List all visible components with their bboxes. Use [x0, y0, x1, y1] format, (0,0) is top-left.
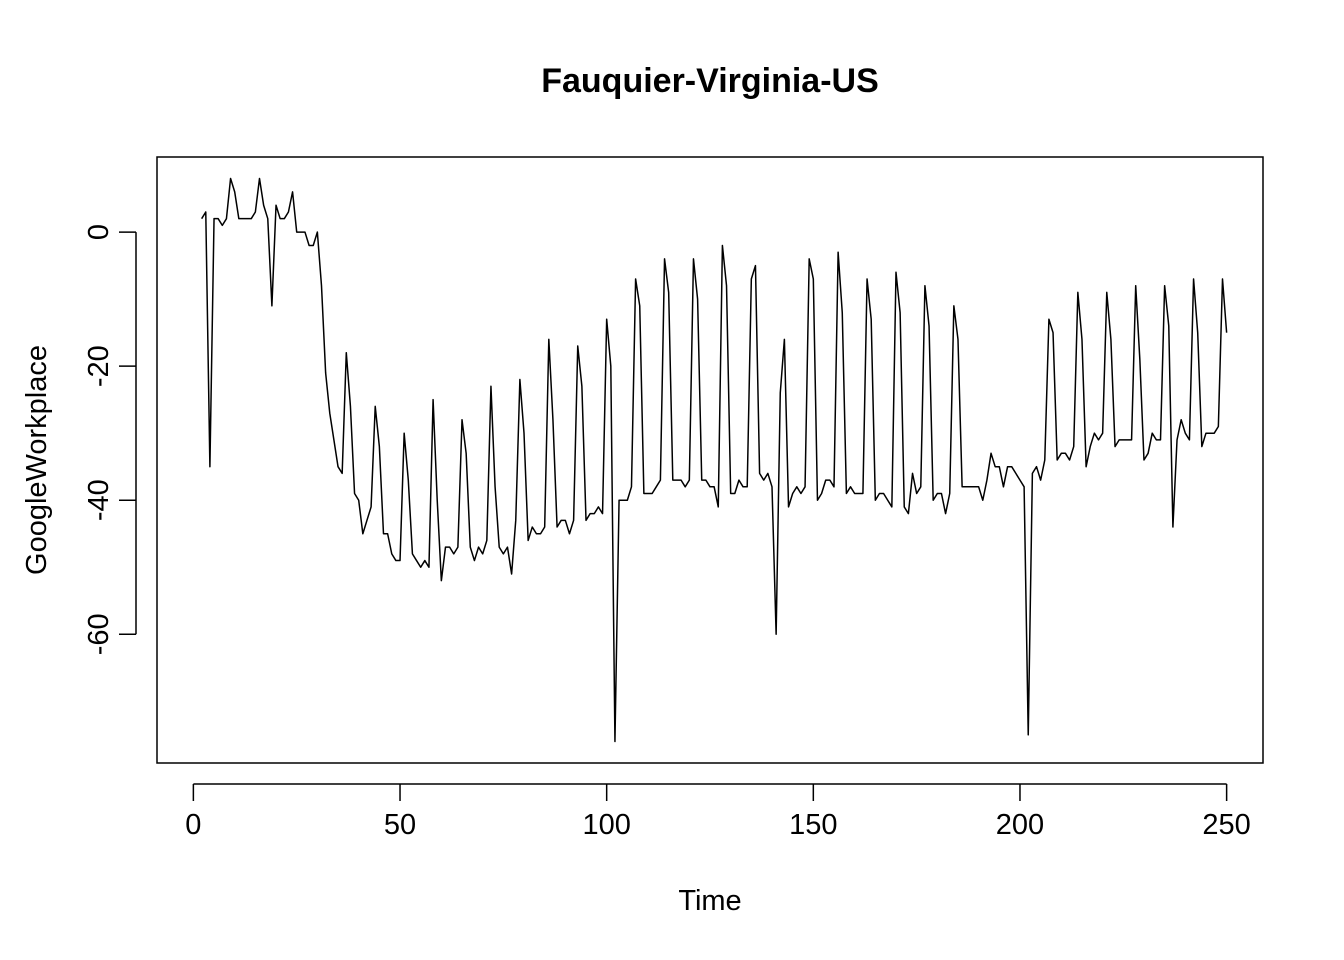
x-axis-label: Time: [678, 885, 741, 917]
x-tick-label: 150: [789, 809, 837, 841]
x-axis: 0 50 100 150 200 250: [185, 783, 1251, 841]
y-tick-label: 0: [83, 224, 115, 240]
y-tick-label: -20: [83, 345, 115, 387]
y-axis: 0 -20 -40 -60: [83, 224, 137, 655]
y-axis-label: GoogleWorkplace: [21, 345, 53, 575]
x-tick-label: 200: [996, 809, 1044, 841]
x-tick-label: 50: [384, 809, 416, 841]
plot-frame: [156, 156, 1264, 764]
chart-title: Fauquier-Virginia-US: [541, 62, 879, 100]
series-line: [201, 177, 1228, 743]
y-tick-label: -60: [83, 613, 115, 655]
y-tick-label: -40: [83, 479, 115, 521]
x-tick-label: 100: [582, 809, 630, 841]
x-tick-label: 0: [185, 809, 201, 841]
x-tick-label: 250: [1202, 809, 1250, 841]
